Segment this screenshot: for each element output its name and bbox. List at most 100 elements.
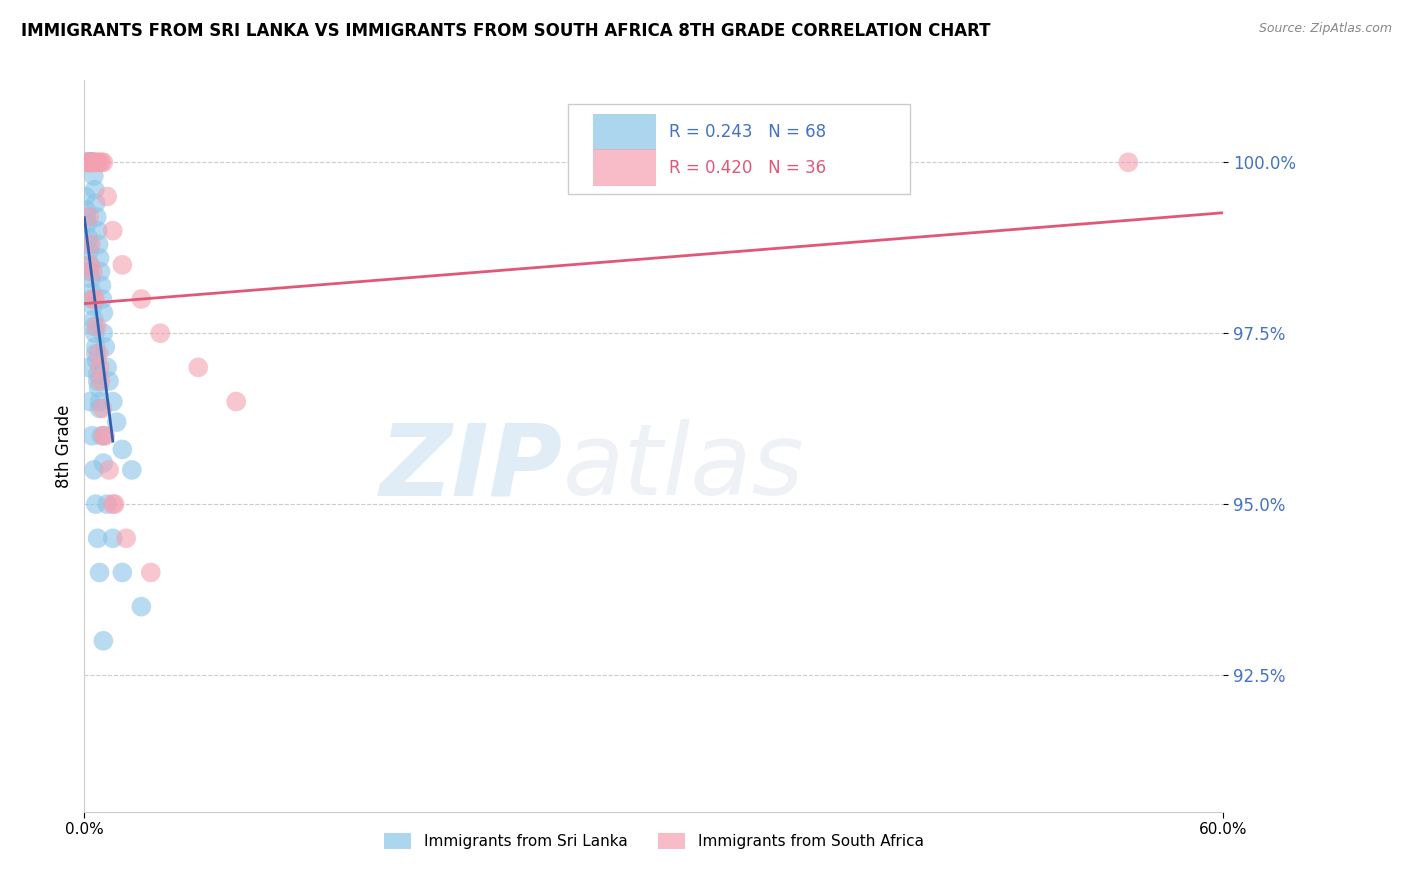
Point bbox=[121, 463, 143, 477]
Point bbox=[101, 497, 124, 511]
Point bbox=[79, 265, 101, 279]
Bar bbox=[593, 149, 657, 186]
Point bbox=[79, 155, 101, 169]
Point bbox=[83, 292, 105, 306]
Point bbox=[80, 285, 103, 300]
Text: R = 0.420   N = 36: R = 0.420 N = 36 bbox=[669, 159, 825, 177]
Text: IMMIGRANTS FROM SRI LANKA VS IMMIGRANTS FROM SOUTH AFRICA 8TH GRADE CORRELATION : IMMIGRANTS FROM SRI LANKA VS IMMIGRANTS … bbox=[21, 22, 991, 40]
Point bbox=[79, 258, 101, 272]
Y-axis label: 8th Grade: 8th Grade bbox=[55, 404, 73, 488]
Point bbox=[105, 415, 128, 429]
Point bbox=[96, 189, 118, 203]
Point bbox=[101, 531, 124, 545]
Point bbox=[89, 265, 111, 279]
Point bbox=[89, 394, 111, 409]
Point bbox=[80, 155, 103, 169]
Point bbox=[83, 463, 105, 477]
Point bbox=[77, 155, 100, 169]
Point bbox=[93, 155, 115, 169]
Point bbox=[76, 155, 98, 169]
Point bbox=[86, 531, 108, 545]
Point bbox=[80, 155, 103, 169]
Text: R = 0.243   N = 68: R = 0.243 N = 68 bbox=[669, 123, 825, 141]
Point bbox=[77, 155, 100, 169]
Point bbox=[86, 319, 108, 334]
Point bbox=[83, 169, 105, 183]
Point bbox=[86, 224, 108, 238]
Point bbox=[129, 599, 153, 614]
Point bbox=[79, 155, 101, 169]
Point bbox=[84, 347, 107, 361]
Point bbox=[77, 155, 100, 169]
Point bbox=[86, 155, 108, 169]
Point bbox=[87, 237, 110, 252]
Point bbox=[75, 203, 97, 218]
Point bbox=[89, 374, 111, 388]
Point bbox=[83, 155, 105, 169]
Point bbox=[79, 155, 101, 169]
Point bbox=[82, 299, 104, 313]
Point bbox=[80, 292, 103, 306]
Point bbox=[89, 566, 111, 580]
Point bbox=[111, 442, 134, 457]
Point bbox=[82, 265, 104, 279]
Point bbox=[149, 326, 172, 341]
Point bbox=[90, 429, 112, 443]
Point bbox=[98, 374, 121, 388]
Point bbox=[86, 368, 108, 382]
Point bbox=[87, 381, 110, 395]
Text: ZIP: ZIP bbox=[380, 419, 562, 516]
Point bbox=[115, 531, 138, 545]
Point bbox=[129, 292, 153, 306]
Point bbox=[75, 155, 97, 169]
Point bbox=[75, 210, 97, 224]
Point bbox=[96, 497, 118, 511]
Point bbox=[96, 360, 118, 375]
Point bbox=[86, 210, 108, 224]
Point bbox=[89, 155, 111, 169]
Point bbox=[1118, 155, 1140, 169]
Bar bbox=[593, 114, 657, 151]
Point bbox=[91, 401, 114, 416]
Text: atlas: atlas bbox=[562, 419, 804, 516]
Point bbox=[77, 230, 100, 244]
Point bbox=[90, 278, 112, 293]
Point bbox=[80, 271, 103, 285]
Text: Source: ZipAtlas.com: Source: ZipAtlas.com bbox=[1258, 22, 1392, 36]
Point bbox=[77, 210, 100, 224]
Point bbox=[91, 292, 114, 306]
Point bbox=[139, 566, 162, 580]
Point bbox=[84, 155, 107, 169]
Point bbox=[187, 360, 209, 375]
Point bbox=[80, 237, 103, 252]
Point bbox=[93, 456, 115, 470]
Point bbox=[83, 319, 105, 334]
Point bbox=[89, 360, 111, 375]
Point bbox=[83, 183, 105, 197]
Point bbox=[90, 155, 112, 169]
Point bbox=[87, 347, 110, 361]
Point bbox=[80, 429, 103, 443]
Point bbox=[77, 244, 100, 259]
Point bbox=[93, 306, 115, 320]
Point bbox=[101, 224, 124, 238]
Point bbox=[84, 340, 107, 354]
Point bbox=[83, 292, 105, 306]
Point bbox=[93, 326, 115, 341]
Point bbox=[76, 155, 98, 169]
Point bbox=[86, 353, 108, 368]
Point bbox=[98, 463, 121, 477]
Point bbox=[76, 217, 98, 231]
Point bbox=[83, 155, 105, 169]
Point bbox=[77, 155, 100, 169]
Point bbox=[93, 429, 115, 443]
Point bbox=[79, 258, 101, 272]
FancyBboxPatch shape bbox=[568, 103, 910, 194]
Point bbox=[77, 237, 100, 252]
Point bbox=[94, 429, 117, 443]
Point bbox=[89, 401, 111, 416]
Point bbox=[75, 189, 97, 203]
Point bbox=[84, 497, 107, 511]
Point bbox=[83, 312, 105, 326]
Point bbox=[80, 155, 103, 169]
